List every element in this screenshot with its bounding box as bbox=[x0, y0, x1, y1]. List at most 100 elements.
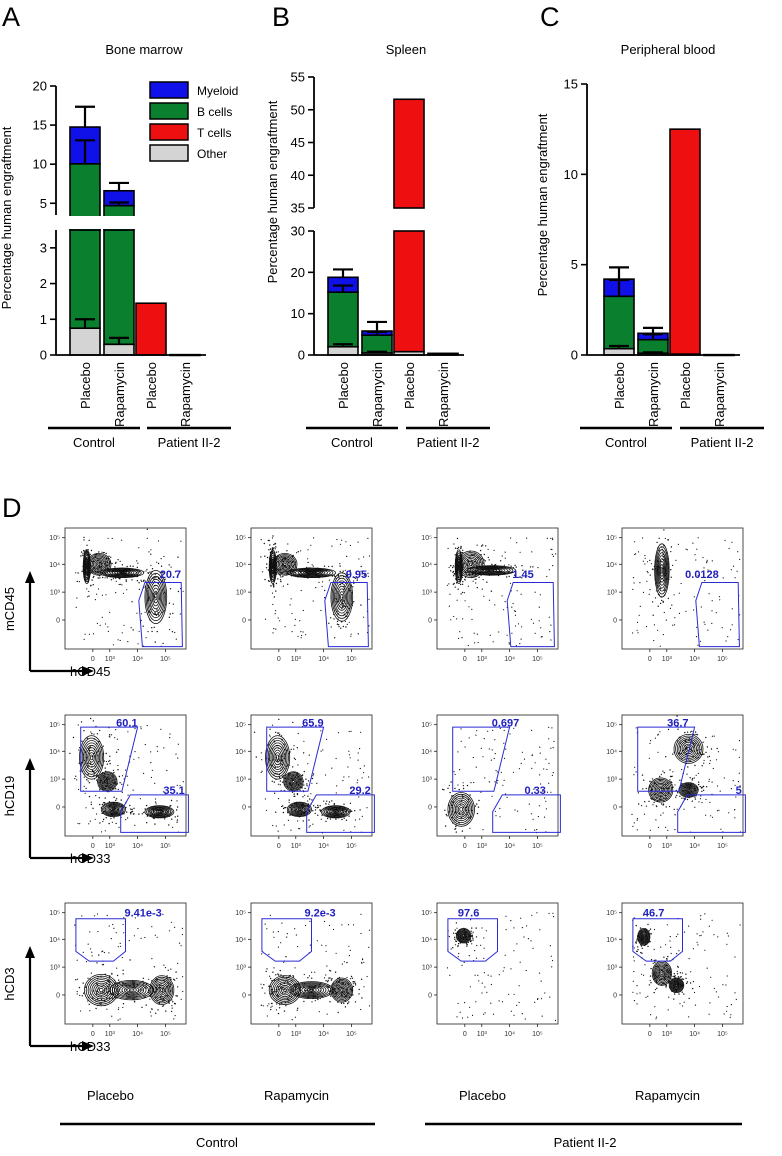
event-dot bbox=[462, 549, 464, 551]
event-dot bbox=[107, 630, 109, 633]
contour-ring bbox=[154, 593, 158, 601]
event-dot bbox=[666, 959, 668, 961]
contour-ring bbox=[682, 785, 695, 795]
contour-ring bbox=[148, 578, 164, 616]
event-dot bbox=[633, 1000, 636, 1002]
legend-label-b-cells: B cells bbox=[197, 105, 232, 119]
event-dot bbox=[171, 631, 174, 633]
event-dot bbox=[454, 938, 456, 940]
event-dot bbox=[676, 973, 679, 975]
y-tick-label: 3 bbox=[40, 240, 47, 255]
y-tick-label: 0 bbox=[242, 992, 246, 999]
event-dot bbox=[129, 811, 132, 814]
event-dot bbox=[78, 788, 80, 791]
contour-ring bbox=[456, 928, 471, 943]
event-dot bbox=[537, 998, 539, 1001]
event-dot bbox=[307, 763, 309, 765]
event-dot bbox=[352, 586, 354, 588]
event-dot bbox=[325, 820, 327, 823]
event-dot bbox=[289, 604, 291, 606]
contour-ring bbox=[637, 929, 650, 945]
event-dot bbox=[272, 824, 274, 827]
event-dot bbox=[119, 942, 121, 945]
event-dot bbox=[706, 562, 708, 564]
event-dot bbox=[509, 733, 511, 735]
event-dot bbox=[482, 756, 484, 758]
event-dot bbox=[504, 954, 506, 956]
contour-ring bbox=[687, 788, 691, 792]
event-dot bbox=[325, 803, 327, 805]
event-dot bbox=[461, 591, 464, 594]
event-dot bbox=[279, 1004, 281, 1006]
event-dot bbox=[293, 793, 295, 795]
event-dot bbox=[656, 805, 658, 808]
event-dot bbox=[705, 814, 707, 816]
event-dot bbox=[483, 937, 485, 939]
event-dot bbox=[636, 985, 638, 987]
event-dot bbox=[483, 553, 485, 556]
x-tick-label: 0 bbox=[91, 656, 95, 663]
event-dot bbox=[278, 1007, 281, 1009]
event-dot bbox=[358, 796, 360, 798]
event-dot bbox=[513, 574, 516, 576]
event-dot bbox=[450, 619, 452, 621]
event-dot bbox=[636, 818, 639, 820]
contour-ring bbox=[110, 807, 117, 812]
event-dot bbox=[691, 777, 694, 780]
event-dot bbox=[494, 781, 496, 783]
event-dot bbox=[312, 810, 314, 812]
event-dot bbox=[726, 1005, 728, 1008]
contour-ring bbox=[269, 742, 287, 773]
event-dot bbox=[727, 935, 730, 937]
event-dot bbox=[328, 579, 330, 581]
event-dot bbox=[337, 574, 339, 577]
category-label: Placebo bbox=[78, 362, 93, 409]
event-dot bbox=[109, 755, 111, 757]
event-dot bbox=[121, 632, 123, 634]
event-dot bbox=[157, 562, 160, 565]
event-dot bbox=[307, 795, 309, 797]
x-tick-label: 10³ bbox=[477, 656, 488, 663]
event-dot bbox=[144, 936, 146, 939]
contour-ring bbox=[144, 570, 168, 625]
x-tick-label: 10⁵ bbox=[160, 843, 171, 850]
event-dot bbox=[267, 569, 269, 571]
event-dot bbox=[169, 805, 171, 807]
bar-other-1 bbox=[603, 347, 635, 356]
event-dot bbox=[700, 918, 702, 920]
event-dot bbox=[635, 771, 637, 773]
event-dot bbox=[452, 575, 455, 577]
event-dot bbox=[673, 993, 676, 995]
contour-ring bbox=[82, 549, 91, 584]
event-dot bbox=[490, 983, 492, 986]
contour-ring bbox=[275, 754, 280, 761]
event-dot bbox=[652, 568, 654, 571]
contour-ring bbox=[658, 968, 666, 978]
event-dot bbox=[482, 579, 484, 581]
event-dot bbox=[685, 973, 687, 975]
category-label: Placebo bbox=[336, 362, 351, 409]
event-dot bbox=[640, 951, 642, 954]
event-dot bbox=[75, 979, 77, 981]
bar-b-cells-2 bbox=[361, 334, 393, 354]
gate-value: 9.41e-3 bbox=[124, 908, 161, 920]
event-dot bbox=[711, 622, 713, 625]
event-dot bbox=[475, 578, 477, 580]
event-dot bbox=[275, 546, 277, 548]
event-dot bbox=[445, 813, 447, 816]
event-dot bbox=[548, 912, 550, 915]
event-dot bbox=[510, 1010, 512, 1012]
event-dot bbox=[521, 927, 524, 929]
event-dot bbox=[80, 721, 83, 723]
legend-swatch-b-cells bbox=[149, 102, 189, 120]
event-dot bbox=[326, 800, 328, 802]
event-dot bbox=[663, 772, 665, 774]
event-dot bbox=[121, 783, 123, 785]
event-dot bbox=[106, 577, 108, 579]
gate-value: 97.6 bbox=[458, 908, 479, 920]
event-dot bbox=[350, 633, 352, 635]
event-dot bbox=[162, 791, 164, 793]
contour-ring bbox=[102, 802, 125, 817]
y-tick-label: 0 bbox=[428, 617, 432, 624]
event-dot bbox=[280, 974, 282, 976]
